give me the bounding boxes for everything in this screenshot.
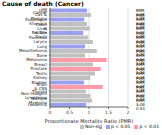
svg-text:PMR=0.93: PMR=0.93 [136, 98, 145, 111]
svg-text:PMR=0.95: PMR=0.95 [136, 8, 145, 17]
svg-text:Leukemia: Leukemia [28, 102, 48, 107]
svg-text:PMR=0.95: PMR=0.95 [136, 17, 145, 30]
svg-text:1: 1 [88, 110, 91, 115]
svg-text:PMR=1.10: PMR=1.10 [136, 58, 145, 71]
svg-text:2: 2 [127, 110, 130, 115]
svg-text:PMR=1.10: PMR=1.10 [136, 35, 145, 48]
svg-text:PMR=0.90: PMR=0.90 [136, 40, 145, 53]
svg-text:PMR=1.08: PMR=1.08 [136, 94, 145, 107]
svg-text:PMR=0.92: PMR=0.92 [136, 85, 145, 98]
svg-text:PMR=1.15: PMR=1.15 [136, 67, 145, 80]
svg-text:0: 0 [49, 110, 52, 115]
svg-text:PMR=1.04: PMR=1.04 [136, 89, 145, 102]
svg-text:PMR=0.88: PMR=0.88 [136, 13, 145, 26]
svg-text:PMR=1.30: PMR=1.30 [136, 62, 145, 75]
svg-text:PMR=0.87: PMR=0.87 [136, 76, 145, 89]
svg-text:0.5: 0.5 [66, 110, 73, 115]
svg-text:PMR=1.03: PMR=1.03 [136, 71, 145, 84]
svg-text:Colon&Rectum: Colon&Rectum [32, 22, 48, 35]
svg-text:1.5: 1.5 [105, 110, 112, 115]
svg-text:PMR=0.85: PMR=0.85 [136, 26, 145, 39]
svg-text:PMR=1.02: PMR=1.02 [136, 22, 145, 35]
svg-text:PMR=1.20: PMR=1.20 [136, 44, 145, 57]
svg-text:PMR=0.90: PMR=0.90 [136, 49, 145, 62]
svg-text:PMR=1.35: PMR=1.35 [136, 80, 145, 93]
svg-text:PMR=0.98: PMR=0.98 [136, 31, 145, 44]
svg-text:Proportionate Mortality Ratio: Proportionate Mortality Ratio (PMR) [45, 118, 133, 123]
svg-text:PMR=1.05: PMR=1.05 [136, 8, 145, 21]
svg-text:PMR=1.45: PMR=1.45 [136, 53, 145, 66]
